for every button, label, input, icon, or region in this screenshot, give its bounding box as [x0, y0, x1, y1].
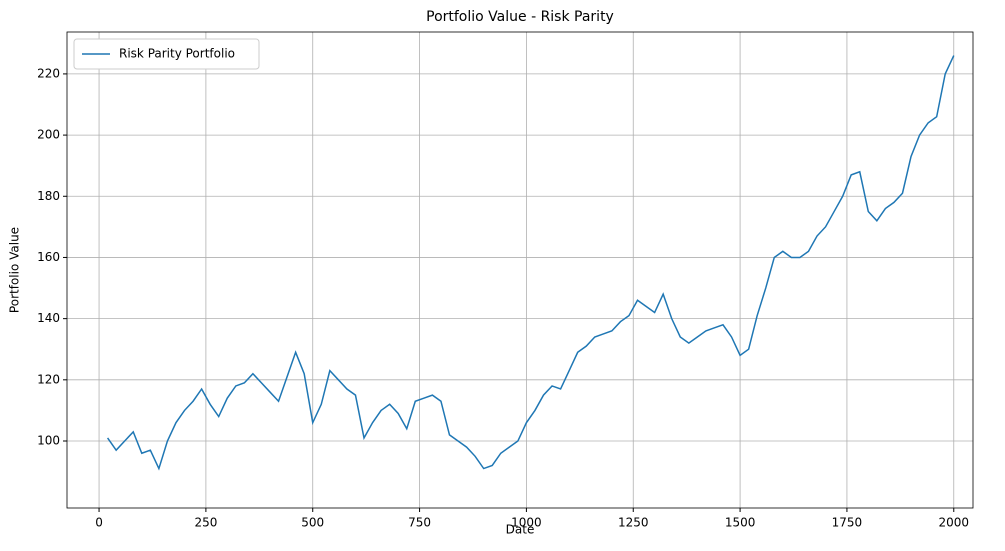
y-tick-label: 120: [37, 372, 60, 386]
x-tick-label: 0: [95, 516, 103, 530]
y-axis-label: Portfolio Value: [8, 227, 22, 313]
x-tick-label: 2000: [938, 516, 969, 530]
y-tick-label: 140: [37, 311, 60, 325]
line-series: [106, 55, 955, 471]
legend-box: [73, 38, 260, 70]
plot-frame: [66, 31, 974, 509]
chart-title: Portfolio Value - Risk Parity: [426, 9, 614, 25]
x-tick-label: 1750: [832, 516, 863, 530]
y-tick-label: 220: [37, 66, 60, 80]
y-tick-label: 100: [37, 434, 60, 448]
x-axis-label: Date: [506, 523, 535, 537]
y-tick-label: 180: [37, 189, 60, 203]
legend: Risk Parity Portfolio: [73, 38, 260, 70]
x-tick-label: 1500: [725, 516, 756, 530]
y-tick-label: 160: [37, 250, 60, 264]
x-tick-label: 250: [194, 516, 217, 530]
y-tick-label: 200: [37, 128, 60, 142]
x-tick-label: 1250: [618, 516, 649, 530]
x-tick-label: 750: [408, 516, 431, 530]
x-tick-label: 1000: [511, 516, 542, 530]
legend-label: Risk Parity Portfolio: [119, 47, 235, 61]
x-tick-label: 500: [301, 516, 324, 530]
